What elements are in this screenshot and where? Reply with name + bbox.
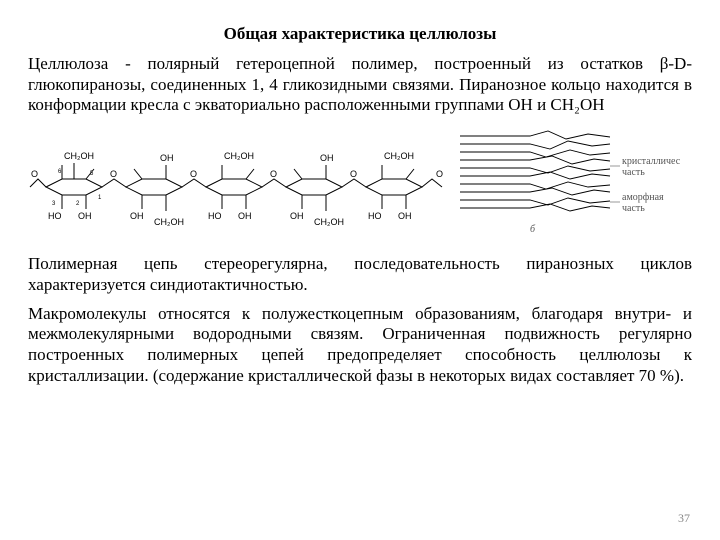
svg-text:кристаллическая: кристаллическая — [622, 156, 680, 167]
page-number: 37 — [678, 511, 690, 526]
svg-text:O: O — [110, 169, 117, 179]
svg-text:HO: HO — [48, 211, 62, 221]
svg-text:O: O — [436, 169, 443, 179]
figure-row: O CH₂OH OH HO 6 5 3 2 1 O CH₂OH OH OH O … — [28, 124, 692, 244]
svg-text:OH: OH — [238, 211, 252, 221]
cellulose-structure-diagram: O CH₂OH OH HO 6 5 3 2 1 O CH₂OH OH OH O … — [28, 129, 452, 239]
svg-text:б: б — [530, 224, 536, 235]
svg-text:CH₂OH: CH₂OH — [64, 151, 94, 161]
svg-text:OH: OH — [398, 211, 412, 221]
svg-text:часть: часть — [622, 203, 645, 214]
svg-text:часть: часть — [622, 167, 645, 178]
svg-text:2: 2 — [76, 201, 80, 207]
svg-text:OH: OH — [130, 211, 144, 221]
paragraph-3: Макромолекулы относятся к полужесткоцепн… — [28, 304, 692, 387]
svg-text:CH₂OH: CH₂OH — [384, 151, 414, 161]
svg-text:HO: HO — [368, 211, 382, 221]
svg-text:OH: OH — [320, 153, 334, 163]
svg-text:3: 3 — [52, 201, 56, 207]
svg-text:CH₂OH: CH₂OH — [314, 217, 344, 227]
svg-text:O: O — [31, 169, 38, 179]
svg-text:O: O — [270, 169, 277, 179]
svg-text:O: O — [190, 169, 197, 179]
svg-text:1: 1 — [98, 195, 102, 201]
paragraph-1: Целлюлоза - полярный гетероцепной полиме… — [28, 54, 692, 116]
svg-text:6: 6 — [58, 169, 62, 175]
page-title: Общая характеристика целлюлозы — [28, 24, 692, 44]
svg-text:OH: OH — [78, 211, 92, 221]
svg-text:OH: OH — [290, 211, 304, 221]
svg-text:OH: OH — [160, 153, 174, 163]
svg-text:CH₂OH: CH₂OH — [154, 217, 184, 227]
paragraph-2: Полимерная цепь стереорегулярна, последо… — [28, 254, 692, 295]
svg-text:O: O — [350, 169, 357, 179]
svg-text:5: 5 — [90, 171, 94, 177]
svg-text:аморфная: аморфная — [622, 192, 664, 203]
svg-text:HO: HO — [208, 211, 222, 221]
fiber-structure-diagram: кристаллическая часть аморфная часть б — [460, 124, 680, 244]
svg-text:CH₂OH: CH₂OH — [224, 151, 254, 161]
